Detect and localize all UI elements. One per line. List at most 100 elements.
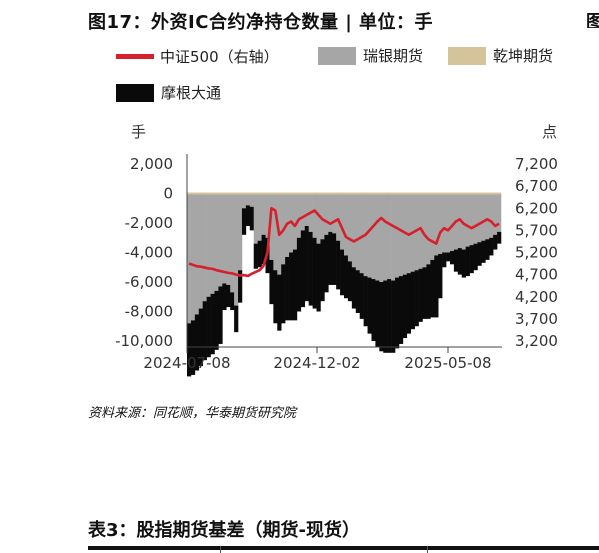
bar-jpmorgan (367, 277, 372, 334)
legend-swatch-ubs (318, 46, 356, 65)
bar-ubs (194, 193, 200, 315)
bar-jpmorgan (187, 323, 192, 377)
bar-ubs (198, 193, 203, 309)
bar-jpmorgan (285, 256, 290, 321)
bar-ubs (332, 193, 337, 234)
bar-jpmorgan (332, 233, 337, 285)
bar-ubs (226, 193, 231, 285)
left-tick-label: -8,000 (125, 303, 173, 321)
left-tick-label: -10,000 (115, 332, 173, 350)
bar-ubs (202, 193, 207, 302)
left-tick-label: 2,000 (130, 155, 173, 173)
bar-jpmorgan (328, 231, 333, 285)
bar-jpmorgan (465, 246, 470, 277)
bar-ubs (273, 193, 278, 271)
bar-ubs (218, 193, 223, 287)
bar-ubs (473, 193, 478, 244)
bar-ubs (375, 193, 380, 281)
bar-jpmorgan (312, 237, 317, 309)
bar-jpmorgan (375, 280, 380, 347)
right-tick-label: 5,200 (515, 244, 558, 262)
bar-ubs (300, 193, 306, 231)
bar-ubs (391, 193, 396, 281)
bar-ubs (230, 193, 235, 293)
bar-jpmorgan (426, 264, 431, 319)
bar-jpmorgan (351, 267, 357, 309)
bar-ubs (367, 193, 372, 278)
legend-swatch-csi500 (116, 54, 154, 59)
bar-ubs (477, 193, 482, 243)
bar-ubs (344, 193, 349, 256)
right-tick-label: 6,200 (515, 199, 558, 217)
bar-jpmorgan (230, 292, 235, 311)
bar-jpmorgan (308, 231, 313, 306)
bar-jpmorgan (438, 253, 443, 299)
source-note: 资料来源：同花顺，华泰期货研究院 (88, 406, 297, 421)
bar-jpmorgan (261, 234, 266, 265)
bar-jpmorgan (355, 270, 360, 313)
bar-jpmorgan (489, 237, 494, 256)
bar-ubs (320, 193, 325, 240)
bar-ubs (493, 193, 498, 235)
bar-jpmorgan (206, 296, 211, 358)
bar-ubs (214, 193, 219, 291)
bar-jpmorgan (234, 305, 239, 333)
left-tick-label: 0 (163, 185, 173, 203)
chart-svg: 2,000 0 -2,000 -4,000 -6,000 -8,000 -10,000 7,2… (115, 154, 558, 377)
bars-layer (187, 192, 502, 377)
bar-ubs (304, 193, 309, 226)
bar-jpmorgan (300, 230, 306, 308)
bar-jpmorgan (383, 280, 388, 353)
bar-ubs (324, 193, 329, 235)
bar-jpmorgan (289, 252, 294, 321)
labels-layer: 2,000 0 -2,000 -4,000 -6,000 -8,000 -10,000 7,2… (115, 155, 558, 372)
bar-jpmorgan (226, 284, 231, 308)
bar-jpmorgan (363, 276, 368, 327)
bar-ubs (371, 193, 376, 280)
right-tick-label: 3,700 (515, 310, 558, 328)
bar-jpmorgan (461, 249, 466, 278)
bar-jpmorgan (202, 301, 207, 361)
bar-ubs (296, 193, 302, 238)
bar-jpmorgan (304, 225, 309, 302)
right-tick-label: 3,200 (515, 332, 558, 350)
bar-jpmorgan (292, 249, 298, 321)
zero-line-band (187, 192, 501, 195)
bar-ubs (336, 193, 341, 241)
bar-jpmorgan (257, 240, 262, 268)
bar-ubs (245, 193, 251, 206)
line-csi500 (188, 206, 500, 278)
bar-ubs (340, 193, 345, 250)
bar-jpmorgan (442, 252, 447, 268)
bar-jpmorgan (402, 274, 408, 339)
bar-ubs (210, 193, 215, 294)
left-tick-label: -6,000 (125, 273, 173, 291)
bar-jpmorgan (453, 249, 459, 272)
bar-ubs (395, 193, 400, 278)
bar-ubs (206, 193, 211, 297)
bar-jpmorgan (340, 249, 345, 296)
bar-ubs (383, 193, 388, 281)
x-tick-label: 2025-05-08 (404, 354, 491, 372)
bar-jpmorgan (395, 277, 400, 349)
bar-ubs (422, 193, 427, 268)
x-tick-label: 2024-07-08 (143, 354, 230, 372)
bar-jpmorgan (320, 239, 325, 302)
bar-jpmorgan (359, 273, 364, 319)
bar-jpmorgan (222, 283, 227, 311)
bar-jpmorgan (477, 242, 482, 266)
table-column-separator (220, 546, 221, 553)
bar-jpmorgan (296, 237, 302, 312)
bar-jpmorgan (316, 243, 321, 312)
bar-ubs (257, 193, 262, 241)
legend-label-ubs: 瑞银期货 (363, 47, 424, 65)
bar-ubs (253, 193, 258, 244)
bar-jpmorgan (273, 270, 278, 324)
bar-jpmorgan (414, 270, 419, 327)
bar-ubs (187, 193, 192, 324)
bar-ubs (359, 193, 364, 274)
bar-jpmorgan (449, 251, 455, 265)
bar-ubs (414, 193, 419, 271)
bar-jpmorgan (434, 255, 439, 318)
bar-jpmorgan (446, 252, 451, 262)
